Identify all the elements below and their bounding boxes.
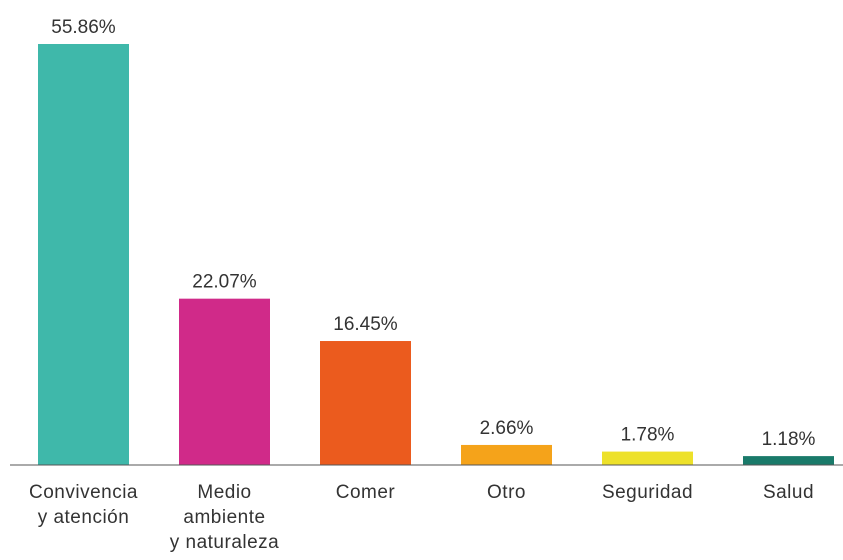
value-label: 1.18% [762, 429, 816, 450]
value-label: 22.07% [192, 272, 257, 293]
bar [320, 341, 411, 465]
value-label: 2.66% [480, 418, 534, 439]
value-label: 1.78% [621, 425, 675, 446]
x-tick-label: Comer [335, 482, 396, 503]
x-tick-label: Convivencia y atención [29, 482, 138, 528]
bar [179, 298, 270, 465]
x-tick-label: Otro [487, 482, 526, 503]
bar [38, 44, 129, 465]
bar [743, 456, 834, 465]
bar [602, 451, 693, 465]
x-tick-label: Salud [762, 482, 815, 503]
bar [461, 444, 552, 465]
x-tick-label: Seguridad [601, 482, 694, 503]
value-label: 55.86% [51, 17, 116, 38]
value-label: 16.45% [333, 314, 398, 335]
x-tick-label: Medio ambiente y naturaleza [169, 482, 280, 553]
